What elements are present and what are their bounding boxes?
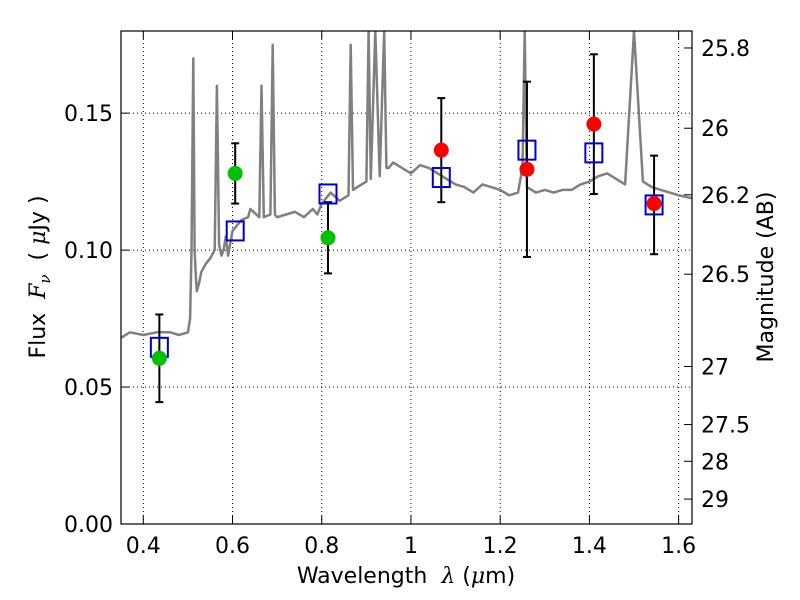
x-tick-label: 0.8 [304,534,339,559]
model-flux-square [644,194,664,216]
x-tick-label: 1.4 [572,534,607,559]
y-tick-label: 0.05 [64,376,113,401]
red-point [433,142,449,158]
plot-frame [120,30,693,525]
axis-ticks [121,31,692,525]
y2-axis-title: Magnitude (AB) [754,192,779,363]
y2-tick-label: 25.8 [701,37,750,62]
y2-tick-label: 28 [701,450,729,475]
y2-tick-label: 26.5 [701,263,750,288]
y-axis-title: Flux Fν ( μJy ) [26,195,54,358]
red-point [586,116,602,132]
y-tick-label: 0.00 [64,513,113,538]
tick-labels: 0.4 0.6 0.8 1 1.2 1.4 1.6 0.00 0.05 0.10 0.15 25.8 2… [64,37,750,559]
green-point [320,230,336,246]
y2-tick-label: 27 [701,356,729,381]
y-tick-label: 0.15 [64,102,113,127]
green-point [227,165,243,181]
x-tick-label: 1.6 [661,534,696,559]
x-tick-label: 1.2 [483,534,518,559]
model-spectrum-line [121,31,692,339]
x-axis-title: Wavelength λ (μm) [297,564,515,589]
red-point [646,196,662,212]
y2-tick-label: 26.2 [701,184,750,209]
green-point [151,350,167,366]
y2-tick-label: 29 [701,488,729,513]
x-tick-label: 0.6 [215,534,250,559]
model-flux-square [318,183,338,205]
y2-tick-label: 27.5 [701,414,750,439]
model-flux-square [225,220,245,242]
model-flux-square [431,167,451,189]
y-tick-label: 0.10 [64,239,113,264]
data-markers [149,116,664,366]
y2-tick-label: 26 [701,117,729,142]
model-flux-square [517,139,537,161]
red-point [519,161,535,177]
x-tick-label: 1 [404,534,418,559]
x-tick-label: 0.4 [126,534,161,559]
model-flux-square [584,142,604,164]
